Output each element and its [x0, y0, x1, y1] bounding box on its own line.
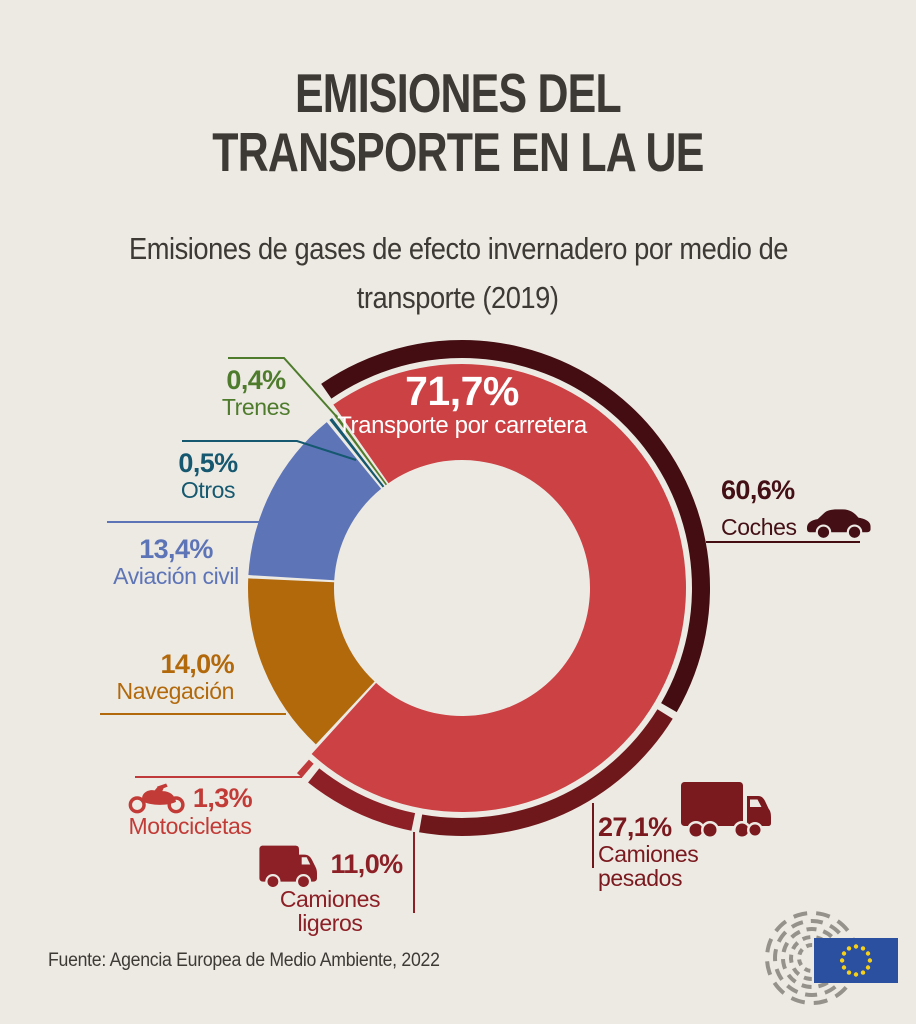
title-line-1: EMISIONES DEL — [295, 62, 622, 124]
shipping-name: Navegación — [116, 677, 235, 704]
label-rail: 0,4% Trenes — [212, 366, 300, 419]
rail-value: 0,4% — [226, 365, 286, 395]
van-icon — [257, 842, 323, 887]
light-trucks-value: 11,0% — [330, 849, 403, 880]
label-cars: 60,6% Coches — [721, 476, 871, 540]
label-aviation: 13,4% Aviación civil — [98, 535, 254, 588]
cars-value: 60,6% — [721, 475, 795, 505]
ring-motorcycles — [296, 759, 314, 778]
source-note: Fuente: Agencia Europea de Medio Ambient… — [48, 950, 440, 971]
eu-flag-stars — [839, 944, 873, 977]
ring-cars — [321, 339, 711, 713]
label-motorcycles: 1,3% Motocicletas — [122, 782, 258, 838]
title-line-2: TRANSPORTE EN LA UE — [212, 121, 704, 183]
road-name: Transporte por carretera — [337, 412, 587, 440]
label-heavy-trucks: 27,1% Camiones pesados — [598, 780, 778, 891]
rail-name: Trenes — [221, 393, 291, 420]
segment-aviation — [248, 422, 382, 581]
segment-road — [311, 364, 686, 813]
label-shipping: 14,0% Navegación — [94, 649, 235, 704]
label-road-transport: 71,7% Transporte por carretera — [312, 368, 612, 440]
leader-other — [182, 440, 357, 461]
heavy-trucks-name: Camiones pesados — [598, 841, 699, 892]
car-icon — [806, 505, 872, 540]
ring-heavy_trucks — [419, 709, 673, 836]
aviation-value: 13,4% — [139, 534, 213, 564]
label-light-trucks: 11,0% Camiones ligeros — [250, 842, 410, 936]
subtitle-line-1: Emisiones de gases de efecto invernadero… — [128, 231, 788, 266]
segment-shipping — [248, 578, 375, 745]
segment-rail — [334, 414, 388, 486]
aviation-name: Aviación civil — [113, 562, 239, 589]
shipping-value: 14,0% — [160, 649, 234, 679]
light-trucks-name: Camiones ligeros — [279, 886, 381, 937]
segment-other — [329, 417, 385, 488]
chart-subtitle: Emisiones de gases de efecto invernadero… — [0, 224, 916, 322]
other-name: Otros — [180, 476, 236, 503]
road-value: 71,7% — [405, 368, 519, 414]
cars-name: Coches — [721, 514, 797, 541]
motorcycle-icon — [128, 782, 186, 814]
heavy-trucks-value: 27,1% — [598, 812, 672, 843]
label-other: 0,5% Otros — [166, 449, 250, 502]
leader-rail — [228, 357, 337, 417]
page-title: EMISIONES DEL TRANSPORTE EN LA UE — [0, 64, 916, 182]
other-value: 0,5% — [178, 448, 238, 478]
ring-light_trucks — [308, 768, 416, 831]
motorcycles-name: Motocicletas — [128, 813, 252, 839]
eu-parliament-logo — [752, 910, 904, 1017]
truck-icon — [679, 780, 775, 842]
subtitle-line-2: transporte (2019) — [357, 280, 559, 315]
motorcycles-value: 1,3% — [192, 782, 253, 813]
